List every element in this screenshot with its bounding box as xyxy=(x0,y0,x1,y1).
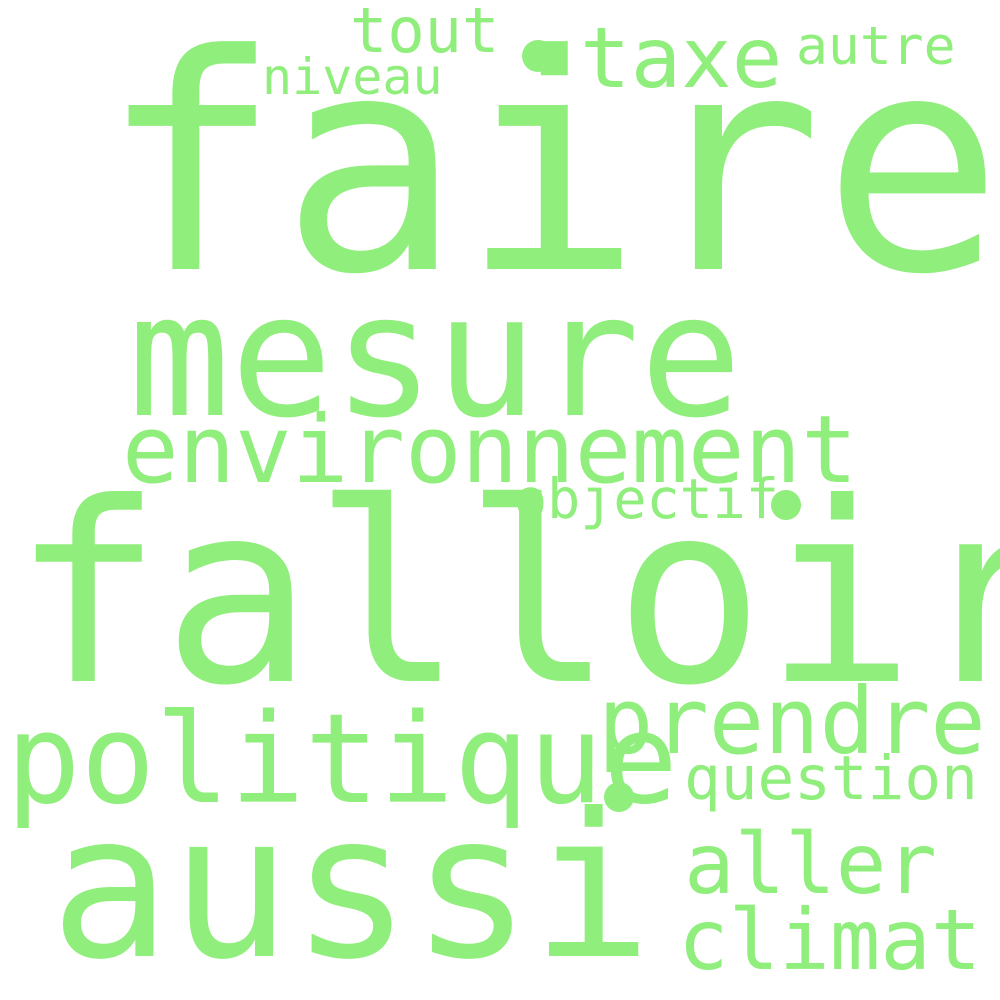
word-objectif: objectif xyxy=(514,467,779,531)
word-aller: aller xyxy=(684,815,937,913)
dot-mark xyxy=(771,490,801,520)
word-prendre: prendre xyxy=(598,668,986,775)
word-falloir: falloir xyxy=(12,449,1000,740)
word-niveau: niveau xyxy=(262,48,443,106)
word-autre: autre xyxy=(796,16,956,77)
word-aussi: aussi xyxy=(50,771,653,1000)
word-taxe: taxe xyxy=(580,9,783,107)
word-question: question xyxy=(684,743,978,814)
dot-mark xyxy=(604,782,634,812)
word-environnement: environnement xyxy=(122,396,858,505)
word-politique: politique xyxy=(6,688,678,832)
word-tout: tout xyxy=(350,0,500,67)
word-mesure: mesure xyxy=(128,258,743,456)
word-climat: climat xyxy=(678,891,982,989)
dot-mark xyxy=(522,40,554,72)
